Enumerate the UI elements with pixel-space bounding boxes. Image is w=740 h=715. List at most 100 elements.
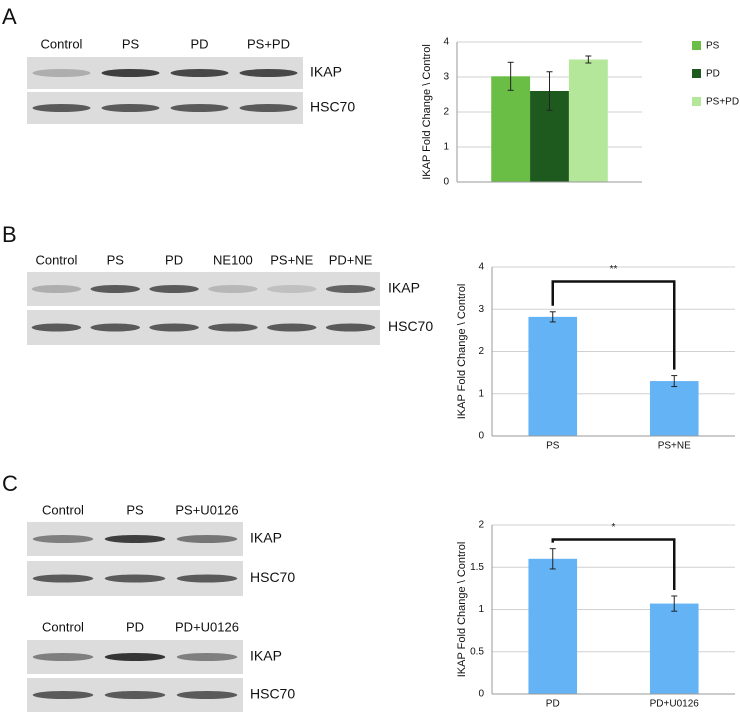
band (104, 574, 166, 583)
significance-bracket (551, 538, 676, 590)
lane-label: PS+PD (247, 36, 290, 51)
significance-bracket (551, 280, 676, 370)
bar (528, 316, 578, 436)
band (32, 653, 94, 661)
band (104, 691, 166, 699)
band (176, 535, 238, 543)
band (239, 104, 298, 112)
lane-label: PS (107, 252, 125, 267)
band (208, 323, 258, 332)
band (149, 285, 199, 293)
error-bar (507, 61, 514, 91)
band (104, 653, 166, 661)
band (104, 535, 166, 543)
x-tick-label: PD (546, 699, 560, 710)
lane-label: PS+NE (270, 252, 313, 267)
y-tick-label: 2 (478, 520, 484, 531)
band (101, 69, 160, 77)
error-bar (671, 595, 678, 612)
legend-swatch (692, 69, 701, 78)
panel-letter: A (2, 4, 17, 29)
y-axis-label: IKAP Fold Change \ Control (456, 542, 468, 678)
y-axis-label: IKAP Fold Change \ Control (421, 44, 433, 180)
band (32, 574, 94, 583)
bar (649, 603, 699, 694)
band (90, 285, 140, 293)
y-tick-label: 0 (478, 689, 484, 700)
row-label: HSC70 (388, 318, 433, 334)
row-label: HSC70 (310, 99, 355, 115)
bar (568, 59, 608, 182)
lane-label: PD+NE (329, 252, 373, 267)
y-tick-label: 4 (443, 37, 449, 48)
band (176, 691, 238, 699)
bar (491, 76, 531, 182)
legend-swatch (692, 97, 701, 106)
band (267, 285, 317, 293)
row-label: IKAP (250, 530, 282, 546)
band (101, 104, 160, 112)
lane-label: NE100 (213, 252, 253, 267)
band (31, 285, 82, 293)
y-tick-label: 3 (478, 304, 484, 315)
lane-label: PS+U0126 (175, 502, 238, 517)
band (267, 323, 317, 332)
error-bar (585, 55, 592, 64)
row-label: IKAP (250, 648, 282, 664)
error-bar (549, 311, 556, 323)
band (32, 69, 91, 77)
band (208, 285, 258, 293)
lane-label: PD (126, 619, 144, 634)
x-tick-label: PD+U0126 (650, 699, 700, 710)
blot-strip (27, 310, 380, 345)
y-tick-label: 3 (443, 72, 449, 83)
y-tick-label: 1 (478, 604, 484, 615)
band (325, 323, 376, 332)
band (149, 323, 199, 332)
error-bar (549, 548, 556, 570)
legend-label: PS (706, 41, 720, 52)
y-tick-label: 2 (478, 346, 484, 357)
significance-label: * (612, 522, 616, 533)
band (32, 535, 94, 543)
y-tick-label: 1.5 (470, 562, 484, 573)
error-bar (546, 71, 553, 111)
y-axis-label: IKAP Fold Change \ Control (456, 284, 468, 420)
row-label: IKAP (310, 64, 342, 80)
band (31, 323, 82, 332)
lane-label: Control (41, 36, 83, 51)
y-tick-label: 0.5 (470, 646, 484, 657)
bar (528, 558, 578, 694)
lane-label: Control (42, 502, 84, 517)
lane-label: PD (165, 252, 183, 267)
band (170, 69, 229, 77)
lane-label: Control (42, 619, 84, 634)
legend-label: PS+PD (706, 97, 739, 108)
panel-letter: C (2, 471, 18, 496)
legend-label: PD (706, 69, 720, 80)
y-tick-label: 2 (443, 107, 449, 118)
lane-label: PD (190, 36, 208, 51)
error-bar (671, 375, 678, 388)
lane-label: PS (122, 36, 140, 51)
y-tick-label: 0 (443, 177, 449, 188)
panel-letter: B (2, 222, 17, 247)
band (176, 574, 238, 583)
band (32, 104, 91, 112)
y-tick-label: 1 (478, 388, 484, 399)
y-tick-label: 4 (478, 262, 484, 273)
row-label: HSC70 (250, 686, 295, 702)
blot-strip (27, 272, 380, 306)
legend-swatch (692, 41, 701, 50)
lane-label: Control (35, 252, 77, 267)
band (32, 691, 94, 699)
band (239, 69, 298, 77)
lane-label: PS (126, 502, 144, 517)
significance-label: ** (610, 264, 618, 275)
band (325, 285, 376, 293)
x-tick-label: PS+NE (658, 441, 691, 452)
band (170, 104, 229, 112)
band (176, 653, 238, 661)
x-tick-label: PS (546, 441, 560, 452)
